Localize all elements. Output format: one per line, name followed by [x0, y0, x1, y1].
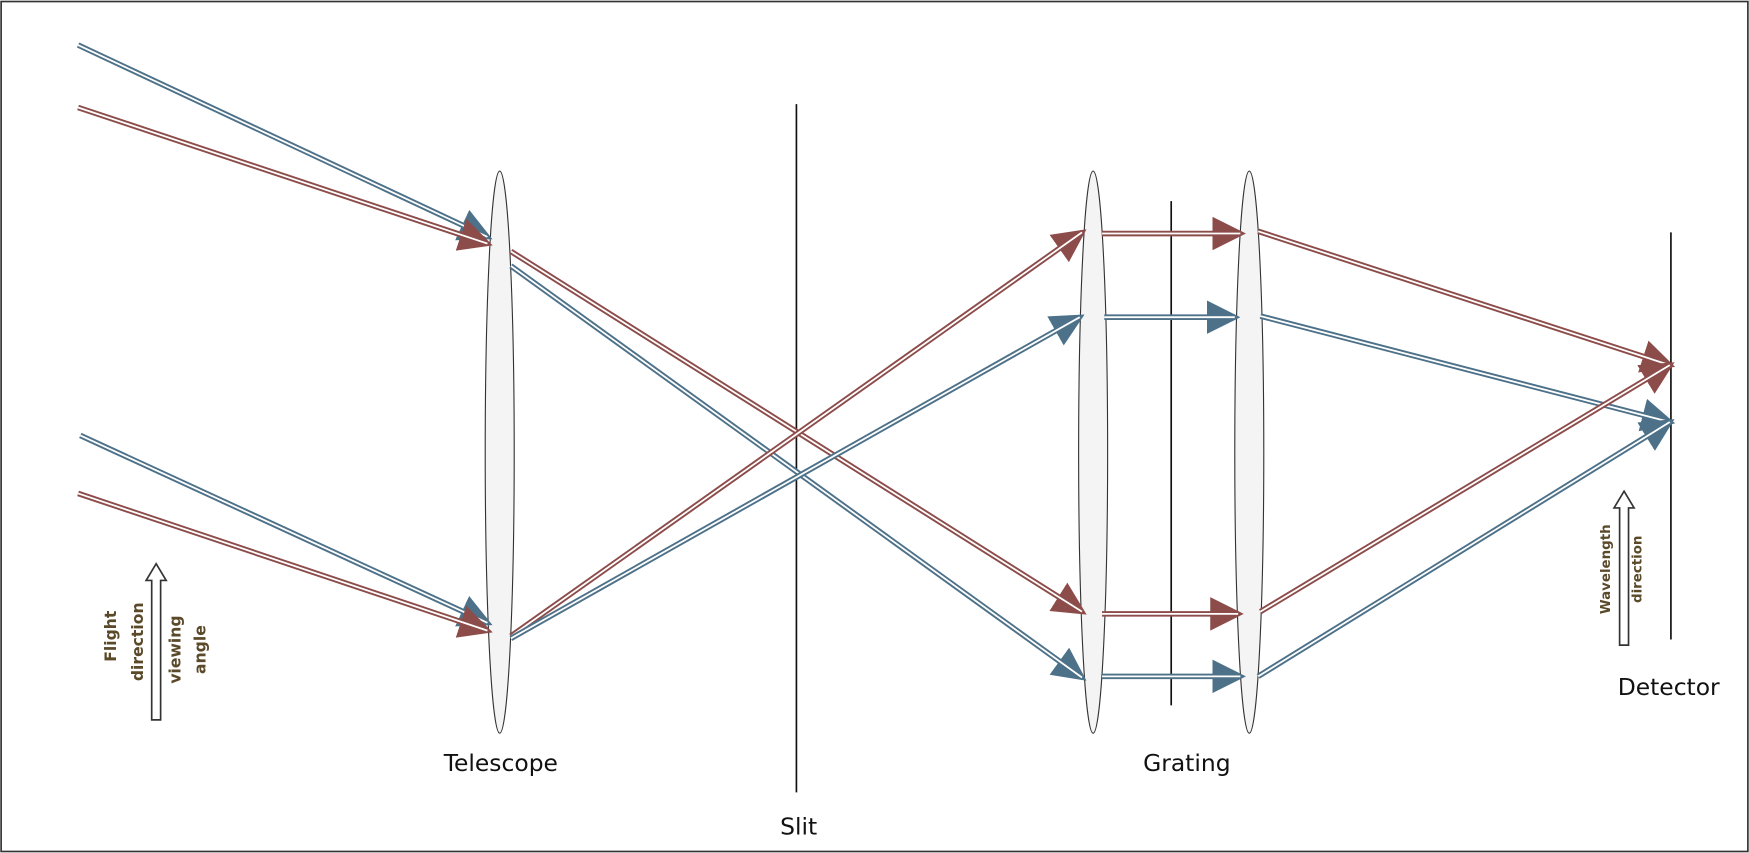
light-ray [510, 316, 1081, 640]
viewing-text: viewing [167, 616, 185, 684]
light-ray [510, 265, 1083, 679]
light-ray [1257, 421, 1671, 678]
wavelength-arrow [1612, 489, 1636, 646]
lens [1078, 170, 1109, 734]
wavelength-text: Wavelength [1599, 524, 1614, 614]
grating-label: Grating [1143, 749, 1230, 777]
flight-text: Flight [102, 610, 120, 662]
lens [1234, 170, 1265, 734]
light-ray [510, 231, 1083, 637]
wavelength-text: direction [1630, 536, 1645, 603]
flight-text: direction [129, 602, 147, 681]
telescope-lens [484, 170, 515, 734]
light-ray [77, 492, 488, 632]
viewing-text: angle [191, 625, 209, 674]
detector-label: Detector [1618, 673, 1720, 701]
telescope-label: Telescope [443, 749, 558, 777]
slit-label: Slit [780, 813, 817, 841]
light-ray [79, 434, 488, 624]
light-ray [1257, 230, 1671, 366]
light-ray [77, 106, 488, 245]
light-ray [1259, 364, 1671, 613]
rays [76, 42, 1676, 694]
light-ray [77, 44, 488, 238]
flight-arrow [144, 562, 168, 721]
